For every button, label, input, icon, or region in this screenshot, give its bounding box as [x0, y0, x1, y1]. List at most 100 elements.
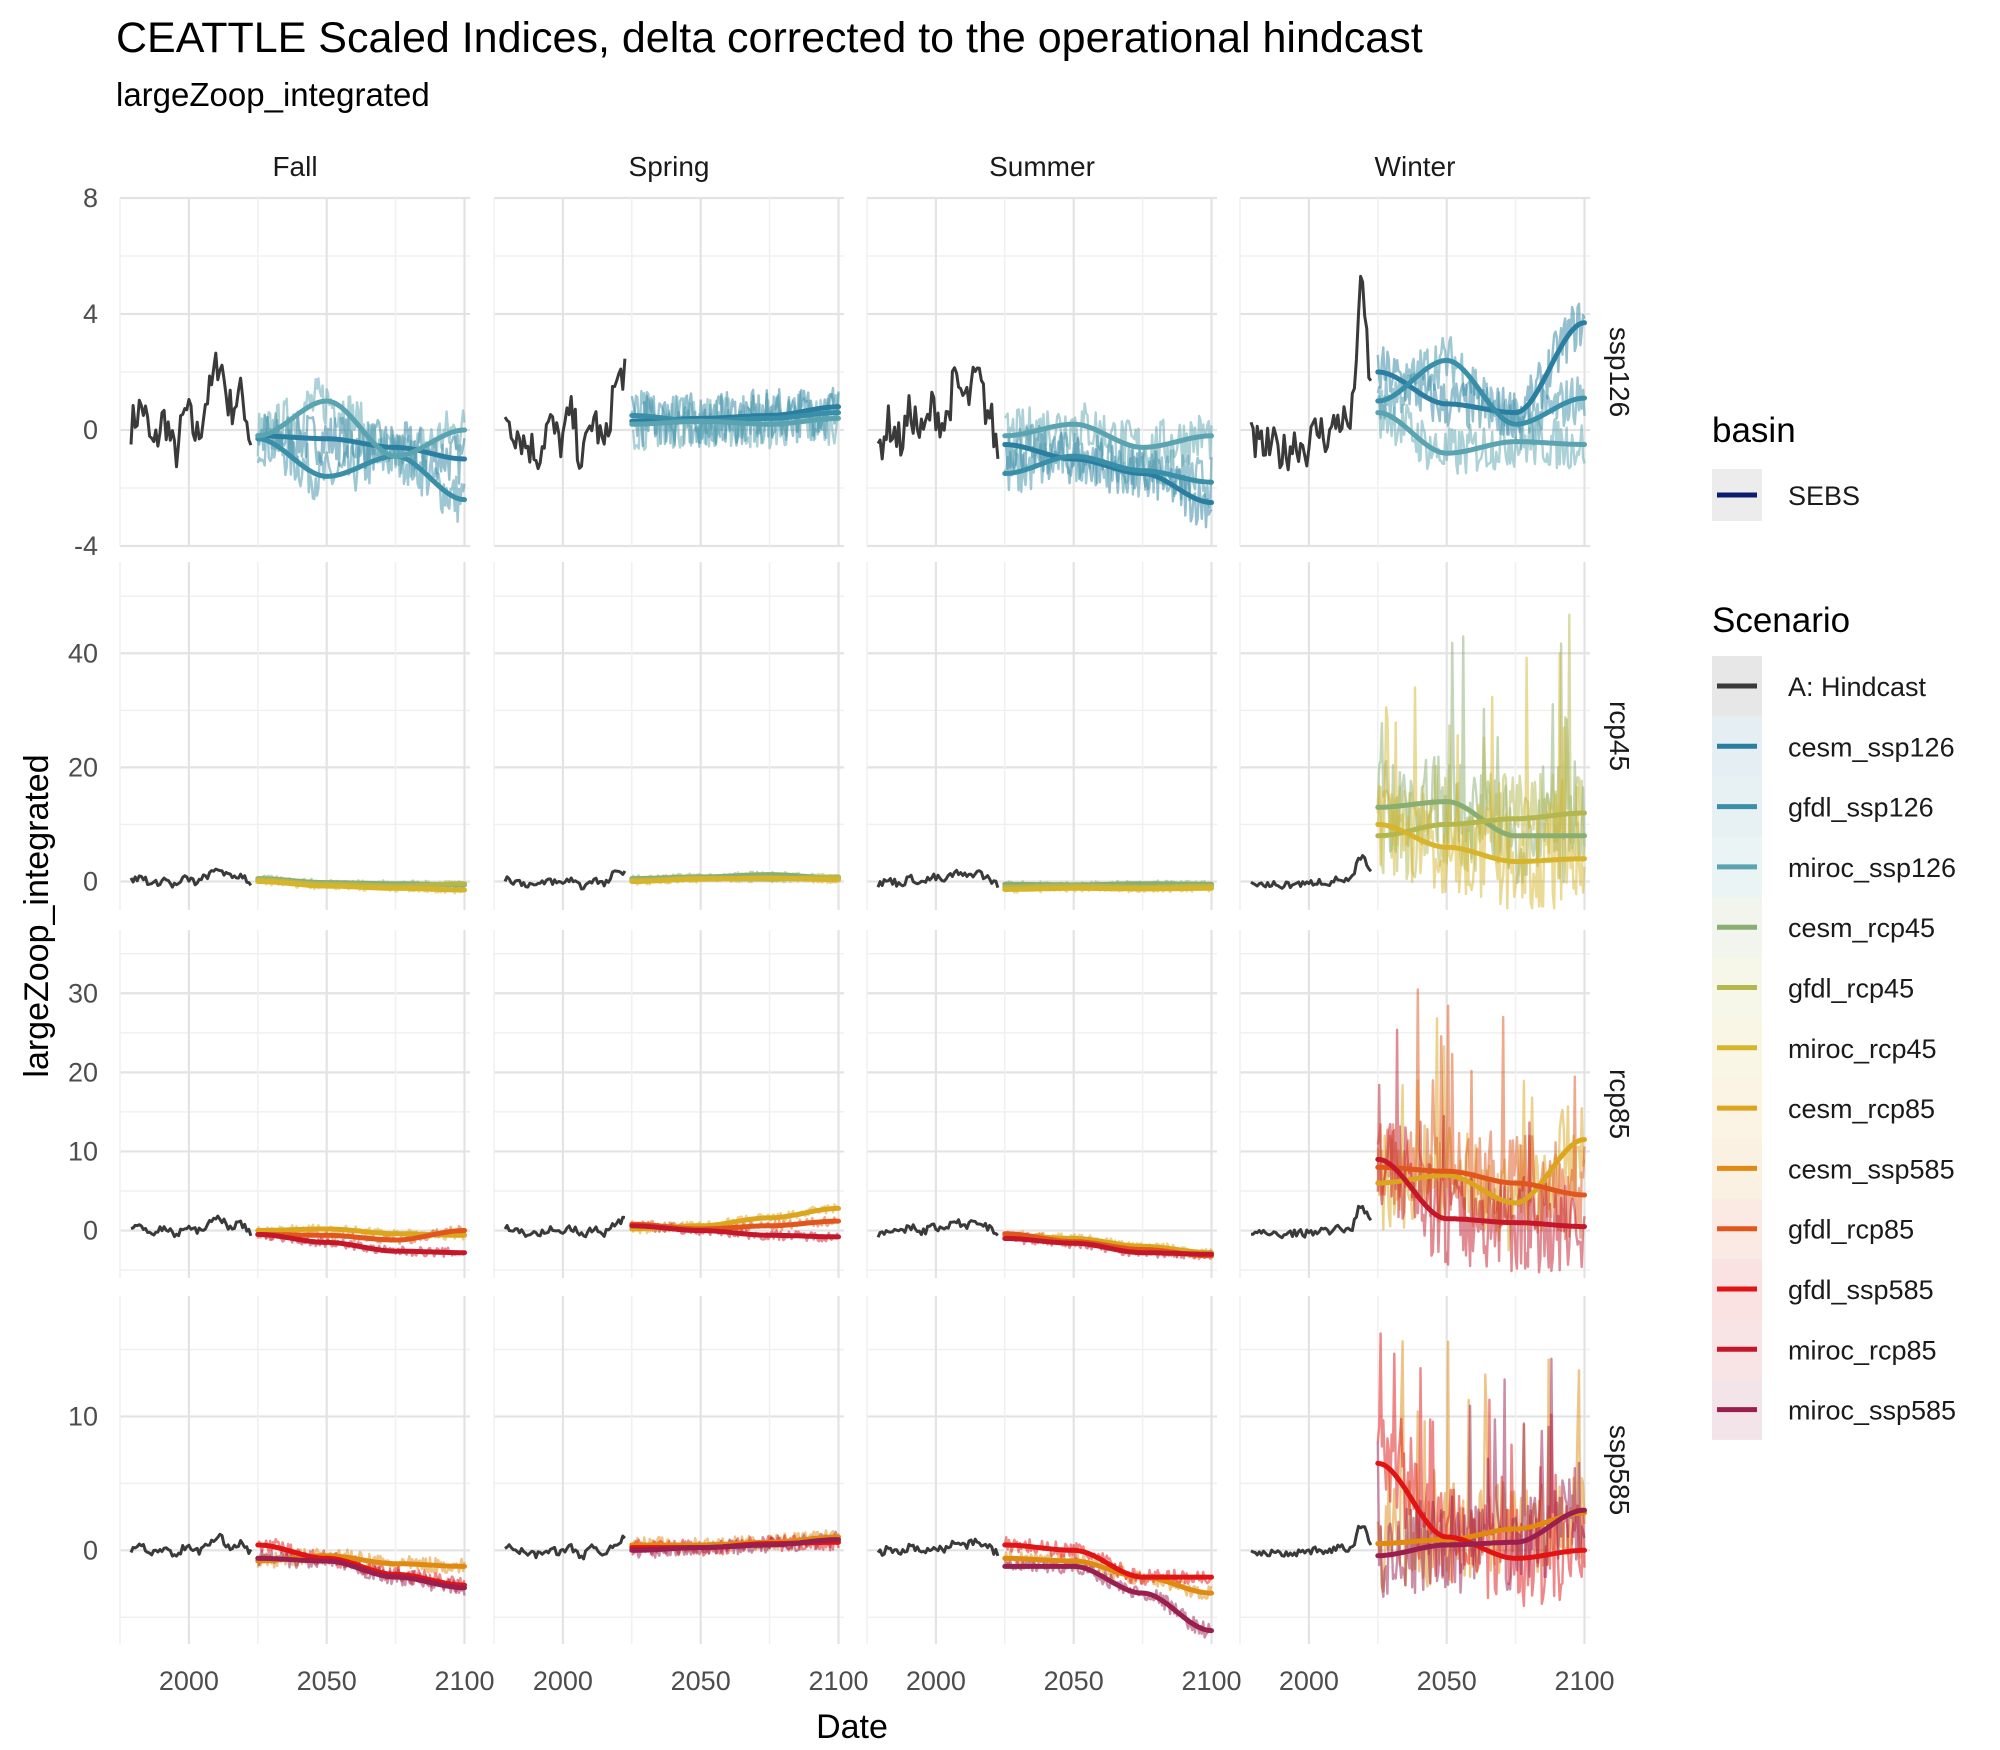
series-line-smooth-miroc_ssp126 — [1375, 410, 1587, 456]
series-line-smooth-gfdl_ssp126 — [629, 410, 841, 424]
panel-ssp585-fall — [119, 1296, 470, 1644]
series-line-smooth-miroc_ssp585 — [629, 1537, 841, 1553]
series-line-smooth-gfdl_ssp126 — [255, 436, 467, 503]
facet-row-label-rcp85: rcp85 — [1604, 1069, 1635, 1139]
series-line-smooth-cesm_ssp585 — [1002, 1555, 1214, 1596]
x-tick-label: 2000 — [533, 1666, 593, 1696]
legend-label-scenario: gfdl_ssp126 — [1788, 793, 1934, 823]
panel-rcp45-summer — [866, 562, 1217, 910]
series-line-smooth-cesm_rcp45 — [1375, 799, 1587, 839]
x-tick-label: 2100 — [808, 1666, 868, 1696]
panel-rcp45-spring — [493, 562, 844, 910]
panel-rcp85-fall — [119, 930, 470, 1278]
panel-ssp126-winter — [1239, 196, 1590, 548]
panel-ssp126-spring — [493, 196, 844, 548]
series-line-hindcast — [503, 869, 627, 891]
y-tick-label: 10 — [68, 1136, 98, 1166]
series-line-hindcast — [1249, 274, 1373, 472]
series-line-raw-miroc_rcp45 — [1376, 652, 1586, 910]
legend-label-scenario: cesm_rcp45 — [1788, 913, 1935, 943]
y-axis-title: largeZoop_integrated — [18, 754, 56, 1077]
series-line-smooth-miroc_ssp585 — [1002, 1563, 1214, 1634]
series-line-raw-miroc_ssp126 — [1376, 389, 1586, 475]
legend-label-scenario: gfdl_ssp585 — [1788, 1275, 1934, 1305]
legend-label-basin: SEBS — [1788, 481, 1860, 511]
series-line-hindcast — [1251, 1204, 1373, 1240]
series-line-hindcast — [129, 1532, 253, 1558]
series-line-hindcast — [503, 1215, 626, 1239]
y-tick-label: 20 — [68, 752, 98, 782]
legend-label-scenario: cesm_ssp585 — [1788, 1154, 1955, 1184]
series-line-raw-miroc_rcp85 — [256, 1229, 466, 1259]
series-line-smooth-miroc_rcp45 — [255, 879, 467, 893]
series-line-hindcast — [876, 868, 1000, 889]
series-line-hindcast — [503, 358, 627, 471]
x-tick-label: 2050 — [1044, 1666, 1104, 1696]
legend-label-scenario: miroc_ssp126 — [1788, 853, 1956, 883]
series-line-smooth-cesm_ssp126 — [255, 433, 467, 462]
x-tick-label: 2100 — [1181, 1666, 1241, 1696]
series-line-smooth-gfdl_ssp126 — [1375, 357, 1587, 427]
panel-ssp585-winter — [1239, 1296, 1590, 1644]
series-line-hindcast — [130, 1214, 253, 1239]
legend: basin SEBS Scenario A: Hindcast cesm_ssp126g… — [1712, 411, 1956, 1440]
series-line-hindcast — [876, 1537, 1000, 1557]
y-tick-label: 0 — [83, 866, 98, 896]
x-tick-label: 2000 — [159, 1666, 219, 1696]
series-line-smooth-miroc_ssp126 — [255, 398, 467, 459]
legend-label-scenario: miroc_rcp85 — [1788, 1335, 1937, 1365]
series-line-hindcast — [129, 351, 253, 469]
panel-rcp85-winter — [1239, 930, 1590, 1278]
chart-subtitle: largeZoop_integrated — [116, 76, 430, 113]
chart-title: CEATTLE Scaled Indices, delta corrected … — [116, 14, 1423, 62]
series-line-hindcast — [1250, 854, 1373, 890]
legend-label-scenario: gfdl_rcp85 — [1788, 1215, 1914, 1245]
facet-grid: Fall Spring Summer Winter ssp126 -4 0 4 8 rcp45 0 2… — [68, 151, 1635, 1696]
y-tick-label: 20 — [68, 1057, 98, 1087]
panel-ssp585-summer — [866, 1296, 1217, 1644]
x-tick-label: 2050 — [1417, 1666, 1477, 1696]
series-line-smooth-gfdl_rcp85 — [255, 1228, 467, 1243]
legend-title-basin: basin — [1712, 411, 1796, 450]
series-line-smooth-miroc_ssp126 — [629, 415, 841, 427]
series-line-smooth-miroc_ssp585 — [255, 1555, 467, 1591]
legend-label-scenario: miroc_rcp45 — [1788, 1034, 1937, 1064]
series-line-raw-gfdl_rcp85 — [1376, 988, 1586, 1241]
series-line-hindcast — [1250, 1524, 1373, 1558]
legend-label-scenario: miroc_ssp585 — [1788, 1396, 1956, 1426]
series-line-smooth-cesm_rcp85 — [1375, 1137, 1587, 1206]
series-line-smooth-miroc_ssp585 — [1375, 1507, 1587, 1559]
series-line-smooth-miroc_rcp45 — [1375, 821, 1587, 864]
y-tick-label: 30 — [68, 978, 98, 1008]
series-line-smooth-miroc_rcp85 — [629, 1223, 841, 1240]
panel-rcp45-winter — [1239, 562, 1590, 910]
x-tick-label: 2000 — [1279, 1666, 1339, 1696]
series-line-smooth-gfdl_ssp585 — [1002, 1542, 1214, 1580]
series-line-smooth-gfdl_rcp45 — [1375, 810, 1587, 839]
y-tick-label: 10 — [68, 1401, 98, 1431]
y-tick-label: 4 — [83, 299, 98, 329]
panel-ssp126-summer — [866, 196, 1217, 548]
series-line-raw-miroc_ssp585 — [1376, 1357, 1586, 1599]
series-line-smooth-gfdl_rcp85 — [1375, 1164, 1587, 1198]
panel-rcp85-summer — [866, 930, 1217, 1278]
series-line-smooth-gfdl_ssp585 — [1375, 1460, 1587, 1561]
facet-col-label-summer: Summer — [989, 151, 1095, 182]
y-tick-label: 40 — [68, 638, 98, 668]
y-tick-label: 0 — [83, 1216, 98, 1246]
series-line-smooth-cesm_ssp126 — [1375, 320, 1587, 416]
series-line-smooth-cesm_ssp585 — [1375, 1510, 1587, 1547]
y-tick-label: 0 — [83, 1535, 98, 1565]
series-line-raw-miroc_rcp85 — [1376, 1028, 1586, 1274]
facet-col-label-fall: Fall — [272, 151, 317, 182]
facet-row-label-ssp585: ssp585 — [1604, 1425, 1635, 1515]
x-tick-label: 2000 — [906, 1666, 966, 1696]
legend-label-scenario: gfdl_rcp45 — [1788, 974, 1914, 1004]
series-line-hindcast — [876, 1218, 999, 1238]
series-line-smooth-gfdl_ssp126 — [1002, 453, 1214, 485]
series-line-raw-cesm_ssp585 — [256, 1547, 466, 1575]
facet-col-label-winter: Winter — [1375, 151, 1456, 182]
legend-label-scenario: cesm_ssp126 — [1788, 732, 1955, 762]
facet-row-label-ssp126: ssp126 — [1604, 327, 1635, 417]
series-line-smooth-miroc_ssp126 — [1002, 421, 1214, 450]
